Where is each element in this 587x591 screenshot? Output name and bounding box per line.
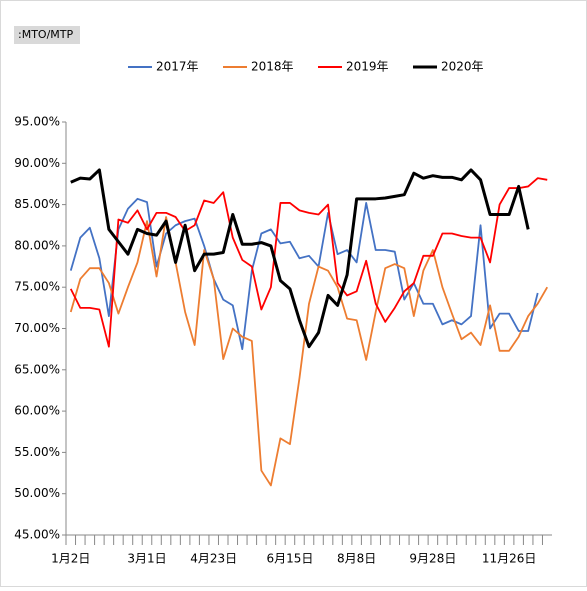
x-tick-label: 1月2日 (51, 552, 90, 566)
y-tick-label: 75.00% (14, 280, 60, 294)
x-tick-label: 11月26日 (482, 552, 537, 566)
x-tick-label: 6月15日 (266, 552, 313, 566)
y-tick-label: 95.00% (14, 115, 60, 129)
y-tick-label: 65.00% (14, 362, 60, 376)
chart-title: :MTO/MTP (18, 28, 73, 41)
y-tick-label: 60.00% (14, 404, 60, 418)
legend-label: 2019年 (346, 60, 389, 74)
x-tick-label: 4月23日 (190, 552, 237, 566)
x-tick-label: 3月1日 (127, 552, 166, 566)
y-tick-label: 85.00% (14, 197, 60, 211)
series-line (69, 177, 548, 348)
series-line (70, 168, 530, 349)
y-tick-label: 70.00% (14, 321, 60, 335)
legend-label: 2020年 (441, 60, 484, 74)
x-tick-label: 9月28日 (409, 552, 456, 566)
series-line (69, 197, 539, 351)
x-tick-label: 8月8日 (337, 552, 376, 566)
legend-label: 2018年 (251, 60, 294, 74)
y-tick-label: 90.00% (14, 156, 60, 170)
series-line (69, 216, 549, 487)
legend-label: 2017年 (156, 60, 199, 74)
y-tick-label: 50.00% (14, 486, 60, 500)
title-box (14, 26, 80, 44)
y-tick-label: 55.00% (14, 445, 60, 459)
y-tick-label: 45.00% (14, 528, 60, 542)
y-tick-label: 80.00% (14, 238, 60, 252)
